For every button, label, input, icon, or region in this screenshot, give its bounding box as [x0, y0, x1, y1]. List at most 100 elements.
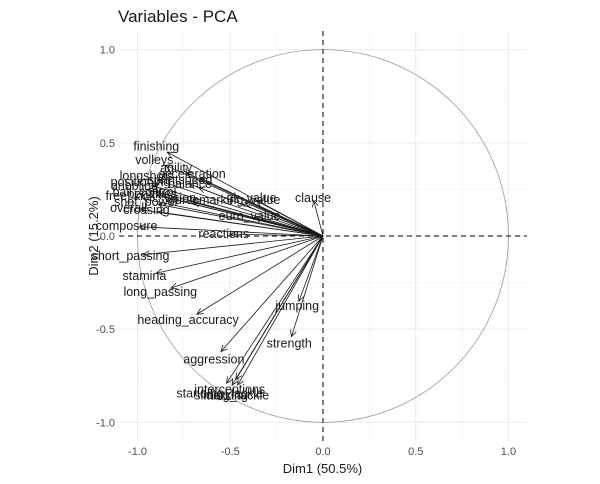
axis-ticks: -1.0 -0.5 0.0 0.5 1.0 -1.0 -0.5 0.0 0.5 1.0 — [96, 45, 516, 458]
variable-arrow-free_kick — [142, 196, 324, 237]
y-tick-label: -1.0 — [96, 417, 115, 429]
arrow-head — [244, 201, 253, 209]
variable-label-overall: overall — [110, 201, 147, 215]
x-axis-title: Dim1 (50.5%) — [283, 461, 362, 476]
x-tick-label: -0.5 — [221, 446, 240, 458]
variable-label-aggression: aggression — [183, 353, 244, 367]
variable-label-crossing: crossing — [123, 203, 170, 217]
arrow-head — [155, 268, 163, 276]
arrow-shaft — [244, 202, 324, 237]
variable-label-composure: composure — [96, 219, 158, 233]
variable-label-short_passing: short_passing — [92, 249, 170, 263]
arrow-head — [290, 329, 297, 338]
x-tick-label: -1.0 — [128, 446, 147, 458]
variable-label-balance: balance — [168, 177, 212, 191]
variable-arrow-positioning — [151, 184, 324, 237]
arrow-head — [155, 193, 164, 200]
variable-arrows — [138, 151, 324, 386]
arrow-head — [253, 215, 262, 223]
arrow-shaft — [143, 235, 324, 256]
arrow-shaft — [170, 235, 324, 289]
arrow-shaft — [313, 200, 324, 237]
arrow-head — [170, 282, 178, 290]
variable-arrow-acceleration — [199, 177, 324, 237]
arrow-head — [255, 200, 264, 207]
arrow-shaft — [157, 211, 324, 237]
variable-label-gk_value: gk_value — [227, 191, 277, 205]
variable-arrow-longshots — [157, 178, 324, 237]
arrow-shaft — [226, 235, 324, 384]
arrow-head — [138, 223, 147, 231]
arrow-shaft — [256, 200, 324, 237]
variable-arrow-gk_value — [255, 200, 324, 237]
variable-label-sliding_tackle: sliding_tackle — [194, 389, 269, 403]
variable-arrow-balance — [197, 186, 324, 237]
arrow-shaft — [139, 226, 324, 237]
arrow-shaft — [237, 235, 324, 386]
arrow-head — [166, 151, 175, 159]
variable-label-vision: vision — [164, 191, 196, 205]
arrow-head — [197, 186, 206, 193]
arrow-head — [188, 198, 197, 206]
arrow-head — [145, 187, 154, 195]
variable-label-long_passing: long_passing — [123, 285, 197, 299]
variable-label-curve: curve — [169, 193, 200, 207]
arrow-shaft — [198, 187, 324, 237]
arrow-shaft — [157, 203, 324, 237]
y-tick-label: 0.0 — [100, 231, 115, 243]
arrow-head — [184, 172, 193, 179]
arrow-head — [140, 207, 149, 215]
arrow-head — [297, 294, 305, 303]
arrow-head — [237, 378, 244, 386]
variable-arrow-long_passing — [170, 235, 324, 290]
arrow-head — [142, 196, 150, 204]
variable-label-longshots: longshots — [120, 169, 174, 183]
arrow-head — [142, 250, 150, 258]
arrow-shaft — [291, 235, 324, 337]
x-tick-label: 0.0 — [315, 446, 330, 458]
arrow-shaft — [196, 235, 324, 315]
variable-label-interceptions: interceptions — [194, 383, 265, 397]
arrow-head — [151, 184, 160, 191]
arrow-head — [157, 178, 165, 186]
x-tick-label: 1.0 — [501, 446, 516, 458]
arrow-shaft — [152, 185, 324, 237]
variable-label-clause: clause — [295, 191, 331, 205]
arrow-head — [192, 200, 201, 208]
variable-arrow-jumping — [297, 235, 324, 303]
arrow-shaft — [231, 235, 324, 386]
variable-label-marking: marking — [204, 389, 249, 403]
variable-label-dribbling: dribbling — [111, 179, 158, 193]
variable-arrow-short_passing — [142, 235, 324, 258]
x-tick-label: 0.5 — [408, 446, 423, 458]
arrow-head — [188, 182, 197, 190]
variable-label-penalties: penalties — [127, 187, 177, 201]
arrow-head — [199, 177, 208, 184]
variable-label-stamina: stamina — [123, 269, 167, 283]
arrow-head — [196, 308, 204, 315]
variable-arrow-crossing — [157, 209, 324, 237]
variable-label-positioning: positioning — [111, 175, 171, 189]
arrow-head — [157, 202, 165, 209]
variable-label-strength: strength — [267, 337, 312, 351]
arrow-head — [220, 344, 228, 353]
variable-arrow-reactions — [229, 230, 324, 238]
arrow-shaft — [143, 198, 324, 237]
arrow-shaft — [230, 233, 324, 237]
variable-label-shot_power: shot_power — [114, 195, 179, 209]
variable-arrow-euro_value — [253, 215, 324, 237]
variable-label-reactions: reactions — [198, 227, 249, 241]
variable-label-heading_accuracy: heading_accuracy — [137, 313, 239, 327]
arrow-shaft — [254, 216, 324, 237]
variable-label-volleys: volleys — [135, 153, 173, 167]
arrow-shaft — [156, 235, 324, 274]
arrow-head — [164, 164, 173, 171]
variable-labels: finishingvolleysagilityaccelerationlongs… — [92, 139, 332, 402]
arrow-head — [229, 230, 237, 238]
variable-arrow-strength — [290, 235, 324, 338]
variable-arrow-marking_value — [244, 201, 324, 237]
variable-label-jumping: jumping — [274, 299, 319, 313]
variable-arrow-sliding_tackle — [237, 235, 324, 386]
arrow-head — [231, 378, 239, 386]
variable-arrow-standing_tackle — [226, 235, 324, 384]
